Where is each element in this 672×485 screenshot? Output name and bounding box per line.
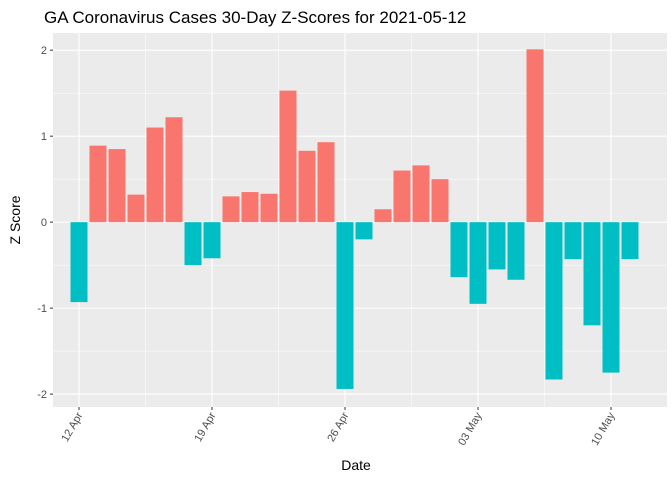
bar-2021-04-23 [279, 90, 297, 223]
bars-group [70, 49, 639, 389]
bar-2021-05-04 [488, 222, 506, 270]
bar-2021-04-14 [108, 149, 126, 223]
bar-2021-04-24 [298, 150, 316, 223]
bar-2021-05-05 [507, 222, 525, 280]
y-tick-label: -1 [37, 303, 47, 315]
x-tick-label: 12 Apr [59, 410, 85, 444]
x-tick-label: 26 Apr [325, 410, 351, 444]
bar-2021-04-28 [374, 209, 392, 223]
y-tick-label: 1 [41, 131, 47, 143]
x-axis: 12 Apr 19 Apr 26 Apr 03 May 10 May [59, 407, 618, 448]
bar-2021-04-18 [184, 222, 202, 266]
bar-2021-05-06 [526, 49, 544, 223]
bar-2021-04-26 [336, 222, 354, 389]
bar-2021-04-27 [355, 222, 373, 240]
bar-2021-04-19 [203, 222, 221, 259]
bar-2021-05-01 [431, 179, 449, 223]
chart-title: GA Coronavirus Cases 30-Day Z-Scores for… [44, 8, 466, 27]
y-tick-label: -2 [37, 389, 47, 401]
bar-2021-05-07 [545, 222, 563, 380]
x-tick-label: 19 Apr [192, 410, 218, 444]
bar-2021-04-12 [70, 222, 88, 303]
x-tick-label: 03 May [456, 410, 485, 448]
bar-2021-04-16 [146, 127, 164, 223]
bar-2021-05-03 [469, 222, 487, 304]
y-tick-label: 2 [41, 45, 47, 57]
bar-2021-04-22 [260, 193, 278, 223]
bar-2021-04-13 [89, 145, 107, 223]
bar-2021-05-10 [602, 222, 620, 373]
bar-2021-05-11 [621, 222, 639, 260]
y-axis: -2 -1 0 1 2 [37, 45, 53, 401]
x-axis-title: Date [341, 457, 371, 473]
bar-2021-04-29 [393, 170, 411, 223]
bar-2021-05-08 [564, 222, 582, 260]
y-axis-title: Z Score [7, 195, 23, 244]
bar-2021-05-09 [583, 222, 601, 326]
bar-2021-04-15 [127, 194, 145, 223]
y-tick-label: 0 [41, 217, 47, 229]
bar-2021-05-02 [450, 222, 468, 278]
x-tick-label: 10 May [589, 410, 618, 448]
bar-2021-04-17 [165, 117, 183, 223]
bar-2021-04-30 [412, 165, 430, 223]
bar-2021-04-20 [222, 196, 240, 223]
bar-2021-04-25 [317, 142, 335, 223]
bar-2021-04-21 [241, 192, 259, 223]
